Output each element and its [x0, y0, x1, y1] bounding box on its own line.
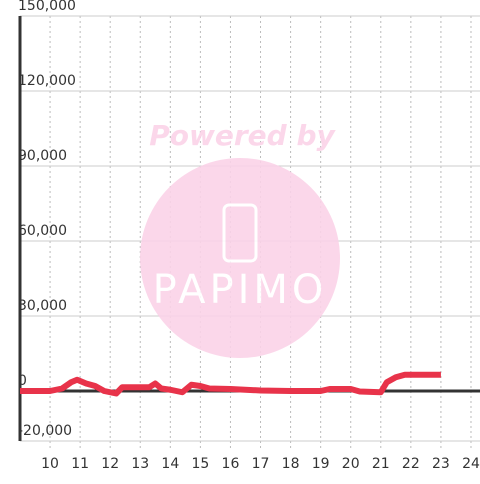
x-tick-label: 12: [101, 456, 119, 472]
x-tick-label: 14: [161, 456, 179, 472]
x-tick-label: 17: [252, 456, 270, 472]
y-tick-label: 60,000: [18, 223, 67, 239]
y-tick-label: 120,000: [18, 73, 76, 89]
y-tick-label: 90,000: [18, 148, 67, 164]
x-tick-label: 20: [342, 456, 360, 472]
y-tick-label: 30,000: [18, 298, 67, 314]
data-line: [20, 371, 441, 397]
x-tick-label: 21: [372, 456, 390, 472]
x-tick-label: 23: [432, 456, 450, 472]
watermark-phone: [222, 203, 258, 263]
x-tick-label: 19: [312, 456, 330, 472]
x-tick-label: 15: [191, 456, 209, 472]
x-tick-label: 22: [402, 456, 420, 472]
y-tick-label: -20,000: [18, 423, 72, 439]
y-tick-label: 0: [18, 373, 27, 389]
x-tick-label: 16: [222, 456, 240, 472]
x-tick-label: 10: [41, 456, 59, 472]
watermark-circle: [140, 158, 340, 358]
y-tick-label: 150,000: [18, 0, 76, 14]
x-tick-label: 24: [462, 456, 480, 472]
watermark: Powered by PAPIMO: [140, 119, 340, 358]
x-tick-label: 18: [282, 456, 300, 472]
watermark-top: Powered by: [149, 119, 336, 152]
x-tick-label: 11: [71, 456, 89, 472]
x-tick-label: 13: [131, 456, 149, 472]
watermark-bottom: PAPIMO: [153, 267, 328, 313]
